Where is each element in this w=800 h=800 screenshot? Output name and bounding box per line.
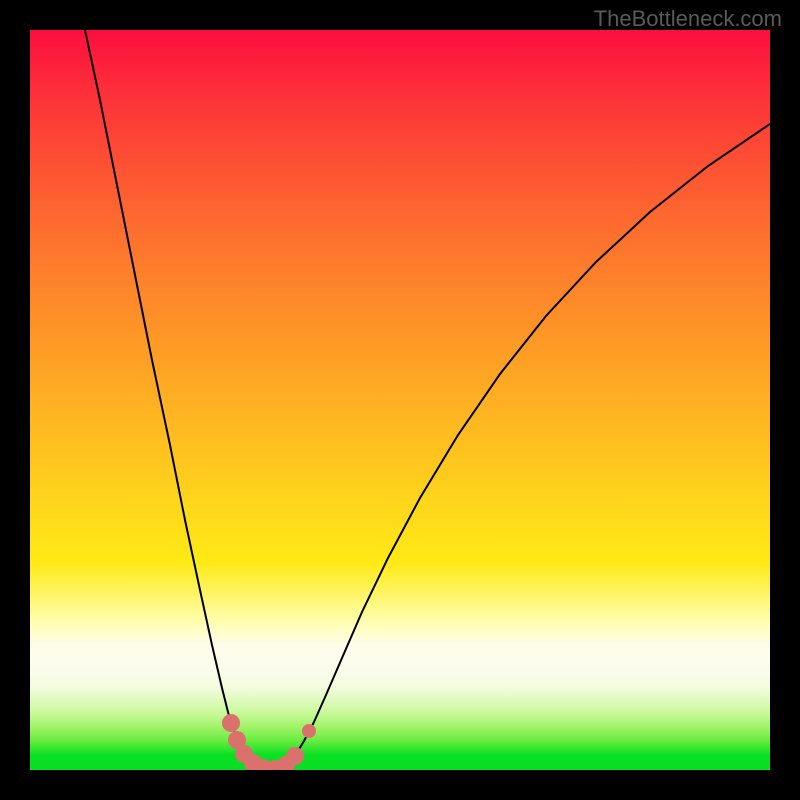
curve-left-branch bbox=[85, 30, 270, 770]
marker-point bbox=[286, 747, 304, 765]
chart-plot-area bbox=[30, 30, 770, 770]
curve-right-branch bbox=[270, 124, 770, 770]
curve-markers bbox=[222, 714, 316, 770]
marker-point bbox=[302, 724, 316, 738]
curve-svg bbox=[30, 30, 770, 770]
marker-point bbox=[222, 714, 240, 732]
watermark-text: TheBottleneck.com bbox=[594, 6, 782, 32]
